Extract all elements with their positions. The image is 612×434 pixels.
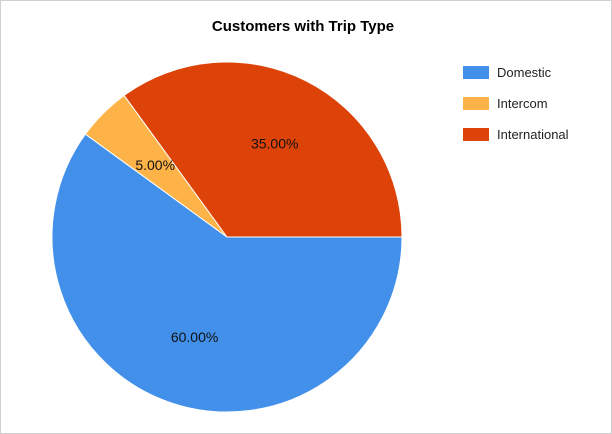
chart-title: Customers with Trip Type bbox=[211, 18, 395, 35]
pie-label-international: 35.00% bbox=[251, 135, 298, 151]
legend-swatch-domestic bbox=[463, 65, 489, 79]
legend-swatch-international bbox=[463, 127, 489, 141]
pie-label-intercom: 5.00% bbox=[135, 157, 175, 173]
legend-item-international[interactable]: International bbox=[463, 126, 569, 142]
pie-label-domestic: 60.00% bbox=[171, 329, 218, 345]
pie-slice-domestic[interactable] bbox=[51, 133, 403, 413]
legend: Domestic Intercom International bbox=[463, 64, 569, 157]
legend-label-domestic: Domestic bbox=[497, 64, 552, 80]
legend-item-domestic[interactable]: Domestic bbox=[463, 64, 569, 80]
legend-label-international: International bbox=[497, 126, 569, 142]
pie-slice-international[interactable] bbox=[123, 61, 403, 238]
legend-swatch-intercom bbox=[463, 96, 489, 110]
legend-item-intercom[interactable]: Intercom bbox=[463, 95, 569, 111]
legend-label-intercom: Intercom bbox=[497, 95, 548, 111]
